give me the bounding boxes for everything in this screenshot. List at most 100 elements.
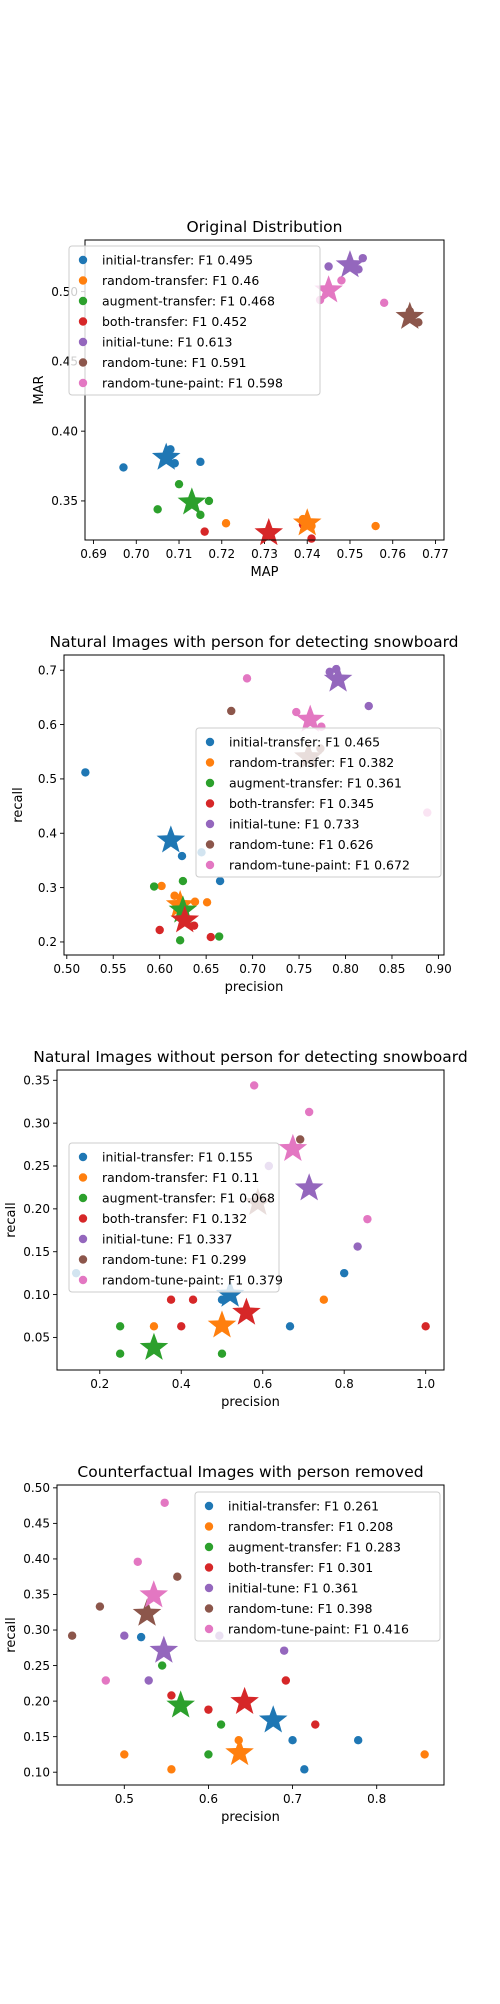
legend-marker	[78, 358, 88, 367]
y-axis-label: recall	[11, 787, 26, 822]
data-point	[215, 876, 225, 886]
mean-star-marker	[230, 1686, 259, 1714]
x-tick-label: 0.8	[335, 1377, 354, 1391]
y-tick-label: 0.7	[38, 663, 57, 677]
legend-marker	[205, 737, 215, 747]
y-tick-label: 0.20	[23, 1202, 50, 1216]
data-point	[170, 891, 179, 900]
data-point	[149, 1322, 159, 1331]
legend-entry: initial-transfer: F1 0.155	[102, 1150, 253, 1165]
data-point	[160, 1498, 169, 1507]
data-point	[421, 1322, 430, 1331]
legend-marker	[78, 1152, 88, 1162]
data-point	[304, 1107, 314, 1117]
data-point	[153, 505, 162, 514]
y-tick-label: 0.05	[23, 1331, 50, 1345]
y-tick-label: 0.2	[38, 935, 57, 949]
legend-entry: random-transfer: F1 0.46	[102, 273, 259, 288]
data-point	[175, 936, 185, 945]
x-tick-label: 0.8	[367, 1792, 386, 1806]
mean-star-marker	[395, 301, 425, 329]
legend-marker	[204, 1501, 214, 1511]
legend-entry: random-tune-paint: F1 0.416	[228, 1622, 409, 1637]
x-tick-label: 0.7	[283, 1792, 302, 1806]
x-tick-label: 0.4	[172, 1377, 191, 1391]
y-tick-label: 0.20	[23, 1694, 50, 1708]
x-tick-label: 0.70	[123, 547, 150, 561]
data-point	[379, 298, 389, 307]
x-tick-label: 0.85	[379, 962, 406, 976]
y-tick-label: 0.15	[23, 1245, 50, 1259]
legend-entry: augment-transfer: F1 0.283	[228, 1540, 401, 1555]
data-point	[149, 882, 159, 891]
data-point	[202, 898, 212, 907]
mean-star-marker	[294, 1173, 324, 1201]
data-point	[115, 1322, 125, 1331]
legend-marker	[78, 1234, 88, 1244]
legend-entry: random-tune: F1 0.591	[102, 355, 247, 370]
y-tick-label: 0.25	[23, 1159, 50, 1173]
legend-marker	[78, 337, 88, 347]
legend-entry: random-tune-paint: F1 0.672	[229, 858, 410, 873]
mean-star-marker	[323, 664, 353, 692]
y-tick-label: 0.30	[23, 1623, 50, 1637]
data-point	[167, 1691, 176, 1700]
mean-star-marker	[170, 905, 200, 933]
mean-star-marker	[292, 508, 322, 536]
data-point	[188, 1295, 198, 1304]
y-axis-label: recall	[4, 1202, 19, 1237]
plot-frame	[63, 654, 445, 956]
y-tick-label: 0.40	[23, 1552, 50, 1566]
legend-entry: both-transfer: F1 0.452	[102, 314, 247, 329]
data-point	[311, 1720, 320, 1729]
x-tick-label: 1.0	[416, 1377, 435, 1391]
x-tick-label: 0.69	[80, 547, 107, 561]
data-point	[221, 519, 231, 528]
legend-marker	[78, 1255, 88, 1264]
data-point	[190, 897, 200, 906]
legend-marker	[78, 296, 88, 306]
legend-entry: both-transfer: F1 0.345	[229, 796, 374, 811]
x-tick-label: 0.72	[208, 547, 235, 561]
legend-marker	[78, 1193, 88, 1203]
data-point	[371, 521, 380, 531]
x-tick-label: 0.65	[193, 962, 220, 976]
data-point	[285, 1322, 295, 1331]
y-tick-label: 0.35	[23, 1588, 50, 1602]
x-tick-label: 0.6	[199, 1792, 218, 1806]
x-tick-label: 0.55	[100, 962, 127, 976]
data-point	[363, 1214, 372, 1224]
data-point	[288, 1736, 297, 1745]
legend-marker	[204, 1624, 214, 1634]
legend-box	[195, 727, 442, 878]
legend-box	[194, 1491, 441, 1642]
legend-entry: random-transfer: F1 0.208	[228, 1519, 393, 1534]
data-point	[166, 1295, 176, 1304]
x-tick-label: 0.2	[90, 1377, 109, 1391]
legend-marker	[204, 1604, 214, 1613]
y-tick-label: 0.5	[38, 772, 57, 786]
chart-title: Original Distribution	[186, 218, 342, 236]
y-tick-label: 0.50	[23, 1481, 50, 1495]
data-point	[157, 881, 166, 891]
legend: initial-transfer: F1 0.495 random-transfe…	[68, 245, 321, 396]
mean-star-marker	[314, 275, 343, 303]
legend-marker	[78, 1173, 88, 1182]
x-axis-label: precision	[221, 1810, 280, 1825]
y-tick-label: 0.6	[38, 718, 57, 732]
legend-entry: augment-transfer: F1 0.468	[102, 294, 275, 309]
data-point	[101, 1676, 110, 1685]
x-tick-label: 0.50	[53, 962, 80, 976]
y-tick-label: 0.30	[23, 1116, 50, 1130]
x-axis-label: precision	[221, 1395, 280, 1410]
data-point	[214, 932, 224, 941]
data-point	[325, 667, 334, 677]
legend-entry: random-transfer: F1 0.382	[229, 755, 394, 770]
legend-marker	[205, 819, 215, 829]
legend-entry: random-tune-paint: F1 0.598	[102, 376, 283, 391]
y-tick-label: 0.35	[51, 494, 78, 508]
data-point	[177, 851, 187, 861]
data-point	[353, 1736, 363, 1745]
data-point	[115, 1349, 125, 1358]
